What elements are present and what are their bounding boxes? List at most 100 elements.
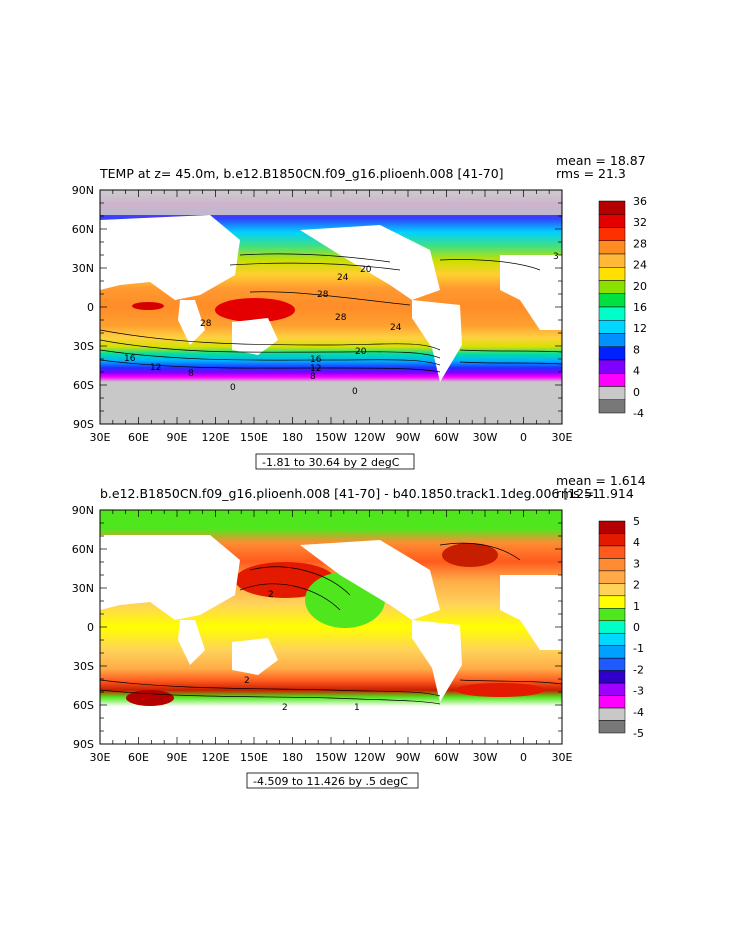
top-warm-patch-pacific: [215, 298, 295, 322]
bottom-land-africa-europe: [500, 575, 562, 650]
colorbar-swatch: [598, 670, 626, 684]
colorbar-label: 5: [633, 515, 640, 528]
bottom-contour-label: 1: [354, 703, 360, 713]
top-contour-label: 28: [335, 313, 347, 323]
top-colorbar: 36 32 28 24 20 16 12 8 4 0 -4: [598, 195, 647, 420]
x-tick-label: 60W: [434, 751, 459, 764]
colorbar-label: 20: [633, 280, 647, 293]
x-tick-label: 90W: [396, 751, 421, 764]
x-tick-label: 120W: [354, 751, 386, 764]
top-contour-label: 24: [390, 323, 402, 333]
colorbar-label: 32: [633, 216, 647, 229]
colorbar-swatch: [598, 306, 626, 321]
colorbar-swatch: [598, 558, 626, 572]
colorbar-swatch: [598, 386, 626, 400]
bottom-mean: mean = 1.614: [556, 473, 646, 488]
colorbar-swatch: [598, 545, 626, 559]
y-tick-label: 60S: [73, 379, 94, 392]
top-warm-patch-indian: [132, 302, 164, 310]
colorbar-swatch: [598, 214, 626, 228]
bottom-colorbar: 5 4 3 2 1 0 -1 -2 -3 -4 -5: [598, 515, 644, 740]
y-tick-label: 90N: [72, 184, 94, 197]
colorbar-swatch: [598, 645, 626, 659]
x-tick-label: 150W: [315, 751, 347, 764]
top-land-india: [178, 300, 205, 345]
bottom-y-axis: 90N 60N 30N 0 30S 60S 90S: [72, 504, 562, 751]
colorbar-swatch: [598, 570, 626, 584]
top-land-eurasia: [100, 215, 240, 300]
top-contour-label: 0: [352, 387, 358, 397]
y-tick-label: 30N: [72, 582, 94, 595]
x-tick-label: 0: [520, 751, 527, 764]
top-mean: mean = 18.87: [556, 153, 646, 168]
top-land-australia: [232, 318, 278, 355]
top-land-north-america: [300, 225, 440, 300]
y-tick-label: 30S: [73, 660, 94, 673]
x-tick-label: 150E: [240, 431, 268, 444]
top-contour-label: 28: [317, 290, 329, 300]
colorbar-swatch: [598, 608, 626, 622]
top-contours: [99, 253, 563, 373]
colorbar-label: 28: [633, 237, 647, 250]
x-tick-label: 150W: [315, 431, 347, 444]
top-contour-label: 24: [337, 273, 349, 283]
bottom-range-box: [246, 772, 419, 789]
top-land-africa-europe: [500, 255, 562, 330]
colorbar-label: -4: [633, 706, 644, 719]
colorbar-label: 36: [633, 195, 647, 208]
colorbar-swatch: [598, 359, 626, 374]
x-tick-label: 30E: [90, 751, 111, 764]
colorbar-label: 0: [633, 621, 640, 634]
y-tick-label: 90N: [72, 504, 94, 517]
x-tick-label: 30E: [552, 431, 573, 444]
colorbar-swatch: [598, 657, 626, 671]
y-tick-label: 60N: [72, 543, 94, 556]
colorbar-swatch: [598, 253, 626, 268]
y-tick-label: 30N: [72, 262, 94, 275]
x-tick-label: 180: [282, 431, 303, 444]
x-tick-label: 30W: [473, 431, 498, 444]
colorbar-swatch: [598, 632, 626, 646]
bottom-panel: b.e12.B1850CN.f09_g16.plioenh.008 [41-70…: [72, 473, 646, 789]
bottom-x-axis: 30E 60E 90E 120E 150E 180 150W 120W 90W 60W 30W 0 30…: [90, 510, 573, 764]
bottom-land-south-america: [412, 620, 462, 702]
bottom-contours: [99, 542, 563, 705]
colorbar-swatch: [598, 583, 626, 597]
colorbar-swatch: [598, 240, 626, 255]
colorbar-label: 3: [633, 557, 640, 570]
bottom-land-north-america: [300, 540, 440, 620]
colorbar-label: 1: [633, 600, 640, 613]
x-tick-label: 90W: [396, 431, 421, 444]
colorbar-label: -1: [633, 642, 644, 655]
x-tick-label: 90E: [167, 751, 188, 764]
y-tick-label: 60N: [72, 223, 94, 236]
colorbar-label: -3: [633, 685, 644, 698]
bottom-title: b.e12.B1850CN.f09_g16.plioenh.008 [41-70…: [100, 486, 600, 501]
bottom-map: 2 2 2 1: [99, 509, 563, 745]
top-contour-label: 8: [188, 369, 194, 379]
top-contour-label: 16: [124, 354, 136, 364]
top-contour-label: 16: [310, 355, 322, 365]
top-land-south-america: [412, 300, 462, 382]
x-tick-label: 150E: [240, 751, 268, 764]
colorbar-swatch: [598, 200, 626, 215]
colorbar-swatch: [598, 333, 626, 347]
top-range-label: -1.81 to 30.64 by 2 degC: [262, 456, 400, 469]
bottom-range-label: -4.509 to 11.426 by .5 degC: [253, 775, 408, 788]
top-map: 28 24 20 28 28 24 20 16 12 8 0 0 16 12 8…: [99, 189, 563, 425]
top-rms: rms = 21.3: [556, 166, 626, 181]
colorbar-swatch: [598, 320, 626, 334]
colorbar-label: 2: [633, 579, 640, 592]
colorbar-swatch: [598, 293, 626, 308]
bottom-land-eurasia: [100, 535, 240, 620]
colorbar-swatch: [598, 399, 626, 414]
colorbar-swatch: [598, 267, 626, 281]
x-tick-label: 120E: [202, 431, 230, 444]
y-tick-label: 0: [87, 621, 94, 634]
colorbar-label: 4: [633, 536, 640, 549]
top-title: TEMP at z= 45.0m, b.e12.B1850CN.f09_g16.…: [99, 166, 504, 181]
x-tick-label: 90E: [167, 431, 188, 444]
x-tick-label: 120W: [354, 431, 386, 444]
y-tick-label: 0: [87, 301, 94, 314]
